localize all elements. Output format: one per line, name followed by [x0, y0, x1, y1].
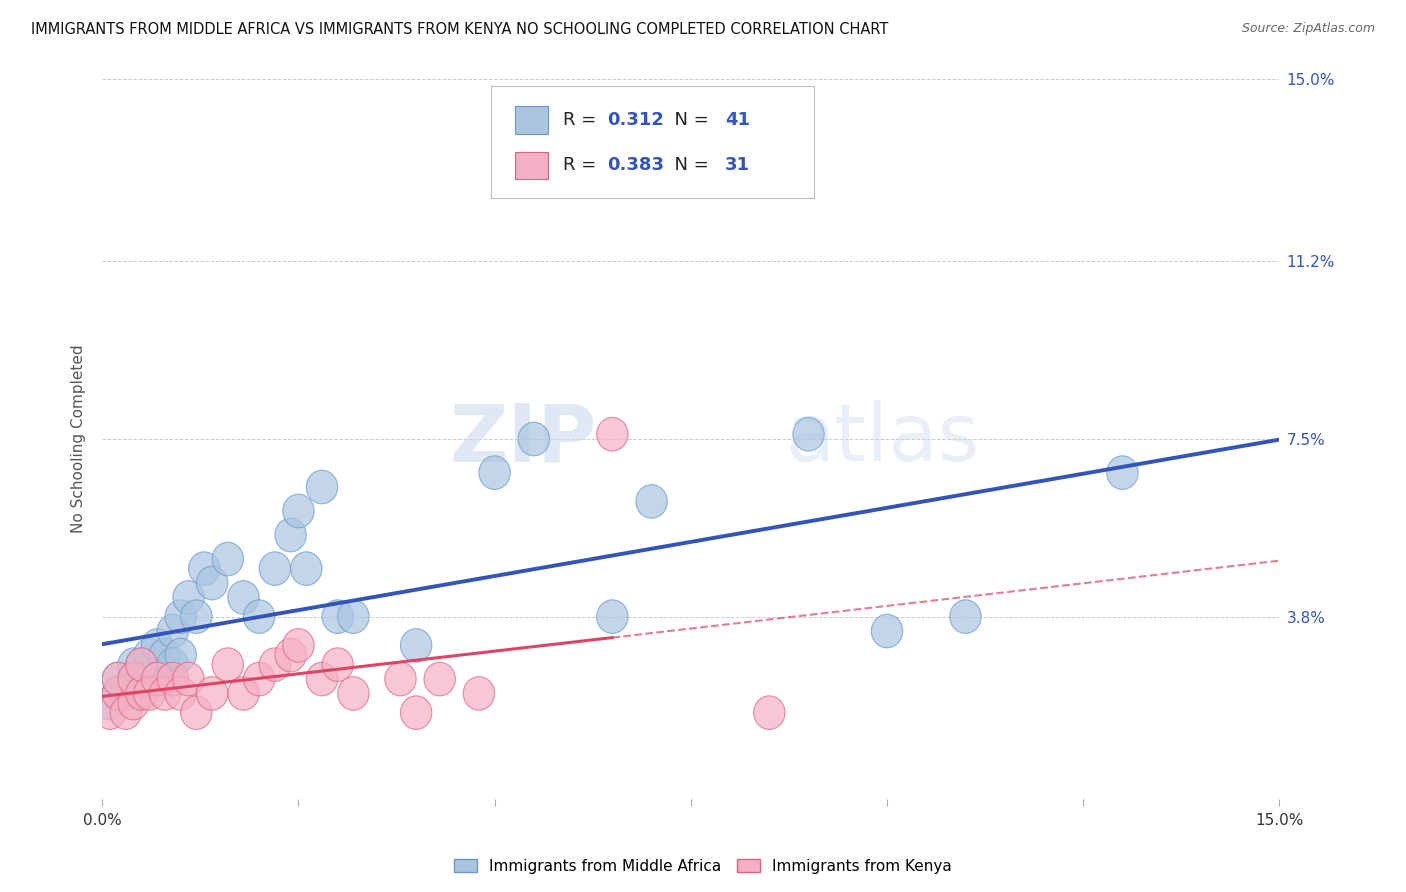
Text: ZIP: ZIP: [450, 400, 596, 478]
Ellipse shape: [197, 566, 228, 599]
Ellipse shape: [519, 422, 550, 456]
Ellipse shape: [337, 677, 368, 710]
FancyBboxPatch shape: [516, 106, 548, 134]
Ellipse shape: [636, 484, 668, 518]
Ellipse shape: [596, 599, 628, 633]
Ellipse shape: [181, 696, 212, 730]
Ellipse shape: [157, 648, 188, 681]
Ellipse shape: [322, 599, 353, 633]
Text: IMMIGRANTS FROM MIDDLE AFRICA VS IMMIGRANTS FROM KENYA NO SCHOOLING COMPLETED CO: IMMIGRANTS FROM MIDDLE AFRICA VS IMMIGRA…: [31, 22, 889, 37]
Ellipse shape: [118, 662, 149, 696]
Ellipse shape: [291, 552, 322, 585]
FancyBboxPatch shape: [491, 87, 814, 198]
Text: atlas: atlas: [785, 400, 980, 478]
Ellipse shape: [110, 677, 142, 710]
Ellipse shape: [385, 662, 416, 696]
Ellipse shape: [479, 456, 510, 490]
Ellipse shape: [94, 686, 125, 720]
Ellipse shape: [118, 648, 149, 681]
Ellipse shape: [110, 696, 142, 730]
Text: N =: N =: [662, 111, 714, 129]
Y-axis label: No Schooling Completed: No Schooling Completed: [72, 344, 86, 533]
Ellipse shape: [259, 648, 291, 681]
Ellipse shape: [259, 552, 291, 585]
Ellipse shape: [149, 662, 181, 696]
Ellipse shape: [125, 648, 157, 681]
Ellipse shape: [165, 599, 197, 633]
Text: 41: 41: [725, 111, 749, 129]
Text: R =: R =: [562, 111, 602, 129]
Ellipse shape: [103, 677, 134, 710]
Ellipse shape: [103, 662, 134, 696]
Ellipse shape: [212, 648, 243, 681]
Ellipse shape: [401, 696, 432, 730]
Ellipse shape: [165, 639, 197, 672]
Ellipse shape: [243, 599, 274, 633]
Text: 31: 31: [725, 156, 749, 175]
Ellipse shape: [212, 542, 243, 576]
Ellipse shape: [173, 581, 204, 615]
Ellipse shape: [125, 677, 157, 710]
Text: Source: ZipAtlas.com: Source: ZipAtlas.com: [1241, 22, 1375, 36]
Legend: Immigrants from Middle Africa, Immigrants from Kenya: Immigrants from Middle Africa, Immigrant…: [449, 853, 957, 880]
Ellipse shape: [134, 639, 165, 672]
Text: 0.383: 0.383: [607, 156, 664, 175]
Text: N =: N =: [662, 156, 714, 175]
Ellipse shape: [149, 677, 181, 710]
Text: 0.312: 0.312: [607, 111, 664, 129]
Ellipse shape: [125, 648, 157, 681]
Ellipse shape: [322, 648, 353, 681]
Ellipse shape: [228, 581, 259, 615]
Ellipse shape: [283, 494, 314, 528]
Ellipse shape: [165, 677, 197, 710]
Ellipse shape: [181, 599, 212, 633]
Ellipse shape: [307, 662, 337, 696]
Ellipse shape: [103, 662, 134, 696]
Ellipse shape: [118, 686, 149, 720]
Ellipse shape: [142, 629, 173, 662]
Ellipse shape: [754, 696, 785, 730]
Ellipse shape: [1107, 456, 1139, 490]
Ellipse shape: [793, 417, 824, 451]
Ellipse shape: [401, 629, 432, 662]
Text: R =: R =: [562, 156, 602, 175]
Ellipse shape: [188, 552, 219, 585]
Ellipse shape: [142, 662, 173, 696]
Ellipse shape: [337, 599, 368, 633]
Ellipse shape: [142, 662, 173, 696]
Ellipse shape: [173, 662, 204, 696]
Ellipse shape: [134, 662, 165, 696]
Ellipse shape: [94, 696, 125, 730]
Ellipse shape: [274, 518, 307, 552]
Ellipse shape: [228, 677, 259, 710]
Ellipse shape: [596, 417, 628, 451]
FancyBboxPatch shape: [516, 152, 548, 179]
Ellipse shape: [243, 662, 274, 696]
Ellipse shape: [274, 639, 307, 672]
Ellipse shape: [463, 677, 495, 710]
Ellipse shape: [307, 470, 337, 504]
Ellipse shape: [149, 639, 181, 672]
Ellipse shape: [872, 615, 903, 648]
Ellipse shape: [103, 677, 134, 710]
Ellipse shape: [197, 677, 228, 710]
Ellipse shape: [157, 615, 188, 648]
Ellipse shape: [283, 629, 314, 662]
Ellipse shape: [950, 599, 981, 633]
Ellipse shape: [134, 677, 165, 710]
Ellipse shape: [425, 662, 456, 696]
Ellipse shape: [118, 662, 149, 696]
Ellipse shape: [157, 662, 188, 696]
Ellipse shape: [125, 677, 157, 710]
